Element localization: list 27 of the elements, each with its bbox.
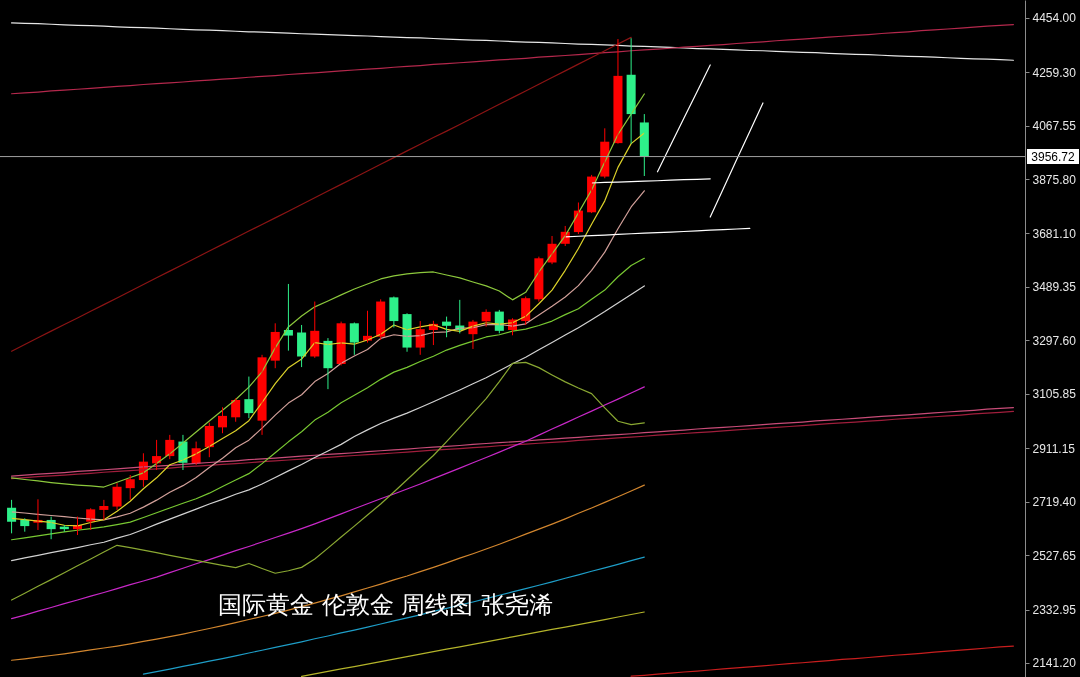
y-tick-label: 4067.55 [1032, 119, 1077, 134]
line-series [10, 285, 645, 562]
y-tick-label: 2141.20 [1032, 656, 1077, 671]
line-series [10, 386, 645, 620]
line-series [142, 556, 645, 675]
y-tick-label: 2332.95 [1032, 603, 1077, 618]
y-tick-label: 3297.60 [1032, 333, 1077, 348]
y-tick-label: 3105.85 [1032, 387, 1077, 402]
y-tick-label: 2911.15 [1032, 441, 1076, 456]
y-tick-label: 2719.40 [1032, 495, 1077, 510]
line-series [10, 93, 645, 488]
line-series [10, 257, 645, 541]
line-series [656, 64, 711, 173]
ref-line-label: 3956.72 [1031, 149, 1076, 164]
line-series [630, 645, 1015, 677]
y-tick-label: 4259.30 [1032, 65, 1077, 80]
line-series [10, 23, 1015, 95]
candlestick [349, 321, 359, 356]
line-series [709, 102, 764, 218]
line-series [10, 22, 1015, 61]
y-tick-label: 3489.35 [1032, 280, 1077, 295]
y-tick-label: 2527.65 [1032, 548, 1077, 563]
y-tick-label: 3875.80 [1032, 172, 1077, 187]
y-tick-label: 3681.10 [1032, 226, 1077, 241]
line-series [10, 36, 632, 352]
line-series [10, 484, 645, 661]
y-tick-label: 4454.00 [1032, 11, 1077, 26]
